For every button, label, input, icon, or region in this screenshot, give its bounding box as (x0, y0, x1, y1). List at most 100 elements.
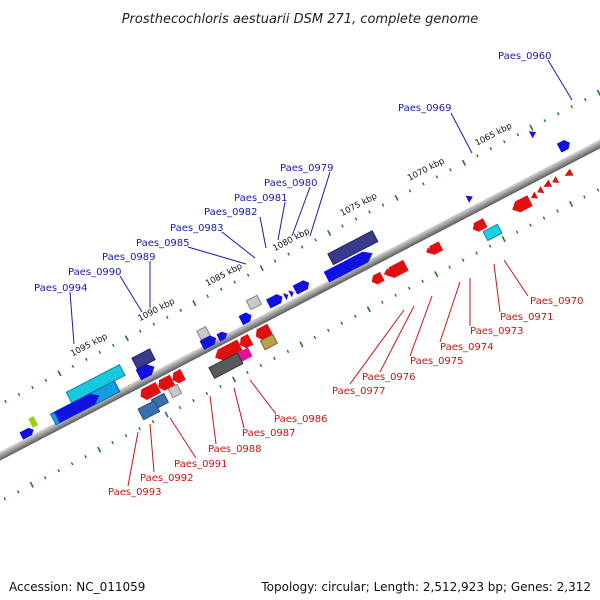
gene-label[interactable]: Paes_0977 (332, 386, 386, 397)
gene-paes-0985[interactable] (266, 292, 285, 309)
gene-paes-0988[interactable] (212, 339, 243, 363)
gene-blue-grey-b[interactable] (137, 400, 161, 421)
scale-tick (138, 426, 141, 431)
gene-paes-0977[interactable] (369, 271, 385, 286)
gene-paes-0980[interactable] (323, 248, 376, 283)
gene-paes-0975[interactable] (384, 259, 409, 281)
gene-paes-0976[interactable] (382, 268, 391, 278)
gene-label[interactable]: Paes_0970 (530, 296, 584, 307)
scale-tick (449, 168, 452, 172)
scale-tick (286, 349, 290, 354)
gene-grey-b[interactable] (167, 383, 183, 399)
gene-label[interactable]: Paes_0990 (68, 267, 122, 278)
gene-paes-0990[interactable] (238, 311, 254, 326)
gene-label[interactable]: Paes_0973 (470, 326, 524, 337)
scale-tick (165, 315, 169, 319)
scale-tick (461, 159, 467, 166)
gene-paes-0986[interactable] (253, 323, 273, 342)
gene-blue-b[interactable] (135, 361, 158, 381)
scale-tick (179, 308, 183, 312)
gene-paes-0982[interactable] (288, 289, 295, 298)
gene-label[interactable]: Paes_0994 (34, 283, 88, 294)
gene-label[interactable]: Paes_0993 (108, 487, 162, 498)
gene-label[interactable]: Paes_0988 (208, 444, 262, 455)
gene-paes-0979[interactable] (327, 230, 379, 266)
kbp-label: 1065 kbp (474, 121, 514, 148)
scale-tick (516, 133, 520, 137)
gene-paes-0983[interactable] (282, 291, 290, 301)
scale-tick (556, 112, 560, 116)
scale-tick (476, 154, 479, 158)
gene-blue-edge[interactable] (556, 138, 572, 153)
gene-paes-0987[interactable] (259, 333, 279, 351)
gene-paes-0960[interactable] (528, 128, 538, 139)
gene-label[interactable]: Paes_0971 (500, 312, 554, 323)
gene-red-edge-1[interactable] (563, 168, 574, 180)
scale-tick (381, 203, 385, 207)
scale-tick (3, 497, 7, 501)
gene-blue-c[interactable] (54, 390, 102, 423)
gene-label[interactable]: Paes_0979 (280, 163, 334, 174)
gene-paes-0970[interactable] (471, 218, 488, 233)
kbp-label: 1095 kbp (69, 332, 109, 359)
gene-red-edge-6[interactable] (529, 191, 539, 202)
gene-paes-0993[interactable] (138, 381, 162, 402)
gene-red-edge-3[interactable] (550, 175, 560, 186)
gene-label[interactable]: Paes_0969 (398, 103, 452, 114)
scale-tick (380, 300, 384, 304)
gene-label[interactable]: Paes_0974 (440, 342, 494, 353)
scale-tick (300, 245, 304, 249)
gene-paes-0981[interactable] (292, 278, 312, 295)
gene-label[interactable]: Paes_0960 (498, 51, 552, 62)
gene-label[interactable]: Paes_0989 (102, 252, 156, 263)
gene-red-small-a[interactable] (237, 333, 254, 350)
scale-tick (489, 147, 493, 151)
gene-label[interactable]: Paes_0985 (136, 238, 190, 249)
gene-paes-0973[interactable] (426, 241, 444, 256)
scale-tick (408, 189, 412, 193)
scale-tick (246, 370, 249, 375)
gene-label[interactable]: Paes_0983 (170, 223, 224, 234)
kbp-label: 1070 kbp (406, 156, 446, 183)
gene-red-edge-4[interactable] (535, 186, 545, 196)
scale-tick (314, 238, 317, 242)
scale-tick (515, 230, 519, 234)
gene-label[interactable]: Paes_0991 (174, 459, 228, 470)
gene-paes-0992[interactable] (156, 374, 176, 393)
scale-tick (84, 455, 87, 459)
scale-tick (394, 194, 399, 201)
kbp-label: 1080 kbp (271, 227, 311, 254)
scale-tick (151, 419, 155, 424)
gene-paes-0969[interactable] (465, 193, 475, 203)
gene-label[interactable]: Paes_0986 (274, 414, 328, 425)
scale-tick (57, 370, 62, 377)
scale-tick (273, 356, 276, 361)
gene-magenta[interactable] (237, 347, 253, 362)
gene-label[interactable]: Paes_0980 (264, 178, 318, 189)
gene-label[interactable]: Paes_0976 (362, 372, 416, 383)
kbp-label: 1090 kbp (137, 297, 177, 324)
gene-label[interactable]: Paes_0975 (410, 356, 464, 367)
scale-tick (583, 195, 586, 199)
scale-tick (354, 217, 358, 221)
gene-label[interactable]: Paes_0981 (234, 193, 288, 204)
gene-paes-0989[interactable] (245, 294, 263, 311)
gene-label[interactable]: Paes_0987 (242, 428, 296, 439)
gene-red-edge-5[interactable] (510, 195, 533, 215)
gene-green-a[interactable] (28, 416, 39, 428)
gene-paes-0991-fwd[interactable] (199, 334, 219, 350)
gene-paes-0991[interactable] (170, 369, 186, 385)
gene-small-blue-a[interactable] (216, 330, 229, 342)
gene-blue-d[interactable] (19, 426, 35, 440)
gene-dark-grey[interactable] (208, 352, 244, 380)
scale-tick (503, 140, 506, 144)
gene-paes-0994[interactable] (131, 348, 156, 370)
scale-tick (219, 287, 223, 291)
gene-paes-0974[interactable] (424, 246, 432, 256)
gene-paes-0971[interactable] (482, 223, 503, 242)
gene-red-edge-2[interactable] (541, 179, 553, 191)
gene-label[interactable]: Paes_0992 (140, 473, 194, 484)
gene-label[interactable]: Paes_0982 (204, 207, 258, 218)
